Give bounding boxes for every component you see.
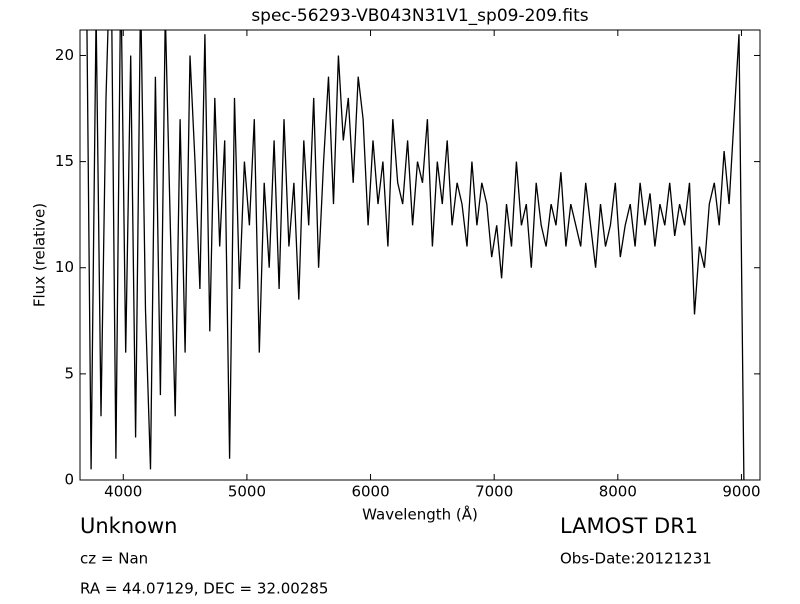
plot-frame bbox=[79, 29, 761, 481]
x-axis-label: Wavelength (Å) bbox=[362, 505, 478, 524]
chart-title: spec-56293-VB043N31V1_sp09-209.fits bbox=[251, 6, 588, 26]
y-tick-label: 15 bbox=[55, 152, 74, 170]
annotation: Obs-Date:20121231 bbox=[560, 550, 712, 568]
x-tick-label: 9000 bbox=[722, 483, 760, 501]
annotation: RA = 44.07129, DEC = 32.00285 bbox=[80, 580, 328, 598]
x-tick-label: 5000 bbox=[228, 483, 266, 501]
spectrum-line bbox=[86, 30, 745, 480]
x-tick-label: 6000 bbox=[351, 483, 389, 501]
annotation: cz = Nan bbox=[80, 550, 148, 568]
y-tick-label: 20 bbox=[55, 46, 74, 64]
annotation: LAMOST DR1 bbox=[560, 514, 698, 538]
y-axis-label: Flux (relative) bbox=[31, 203, 49, 307]
x-tick-label: 7000 bbox=[475, 483, 513, 501]
y-tick-label: 10 bbox=[55, 258, 74, 276]
x-tick-label: 8000 bbox=[599, 483, 637, 501]
annotation: Unknown bbox=[80, 514, 177, 538]
y-tick-label: 5 bbox=[64, 364, 74, 382]
y-tick-label: 0 bbox=[64, 471, 74, 489]
x-tick-label: 4000 bbox=[104, 483, 142, 501]
